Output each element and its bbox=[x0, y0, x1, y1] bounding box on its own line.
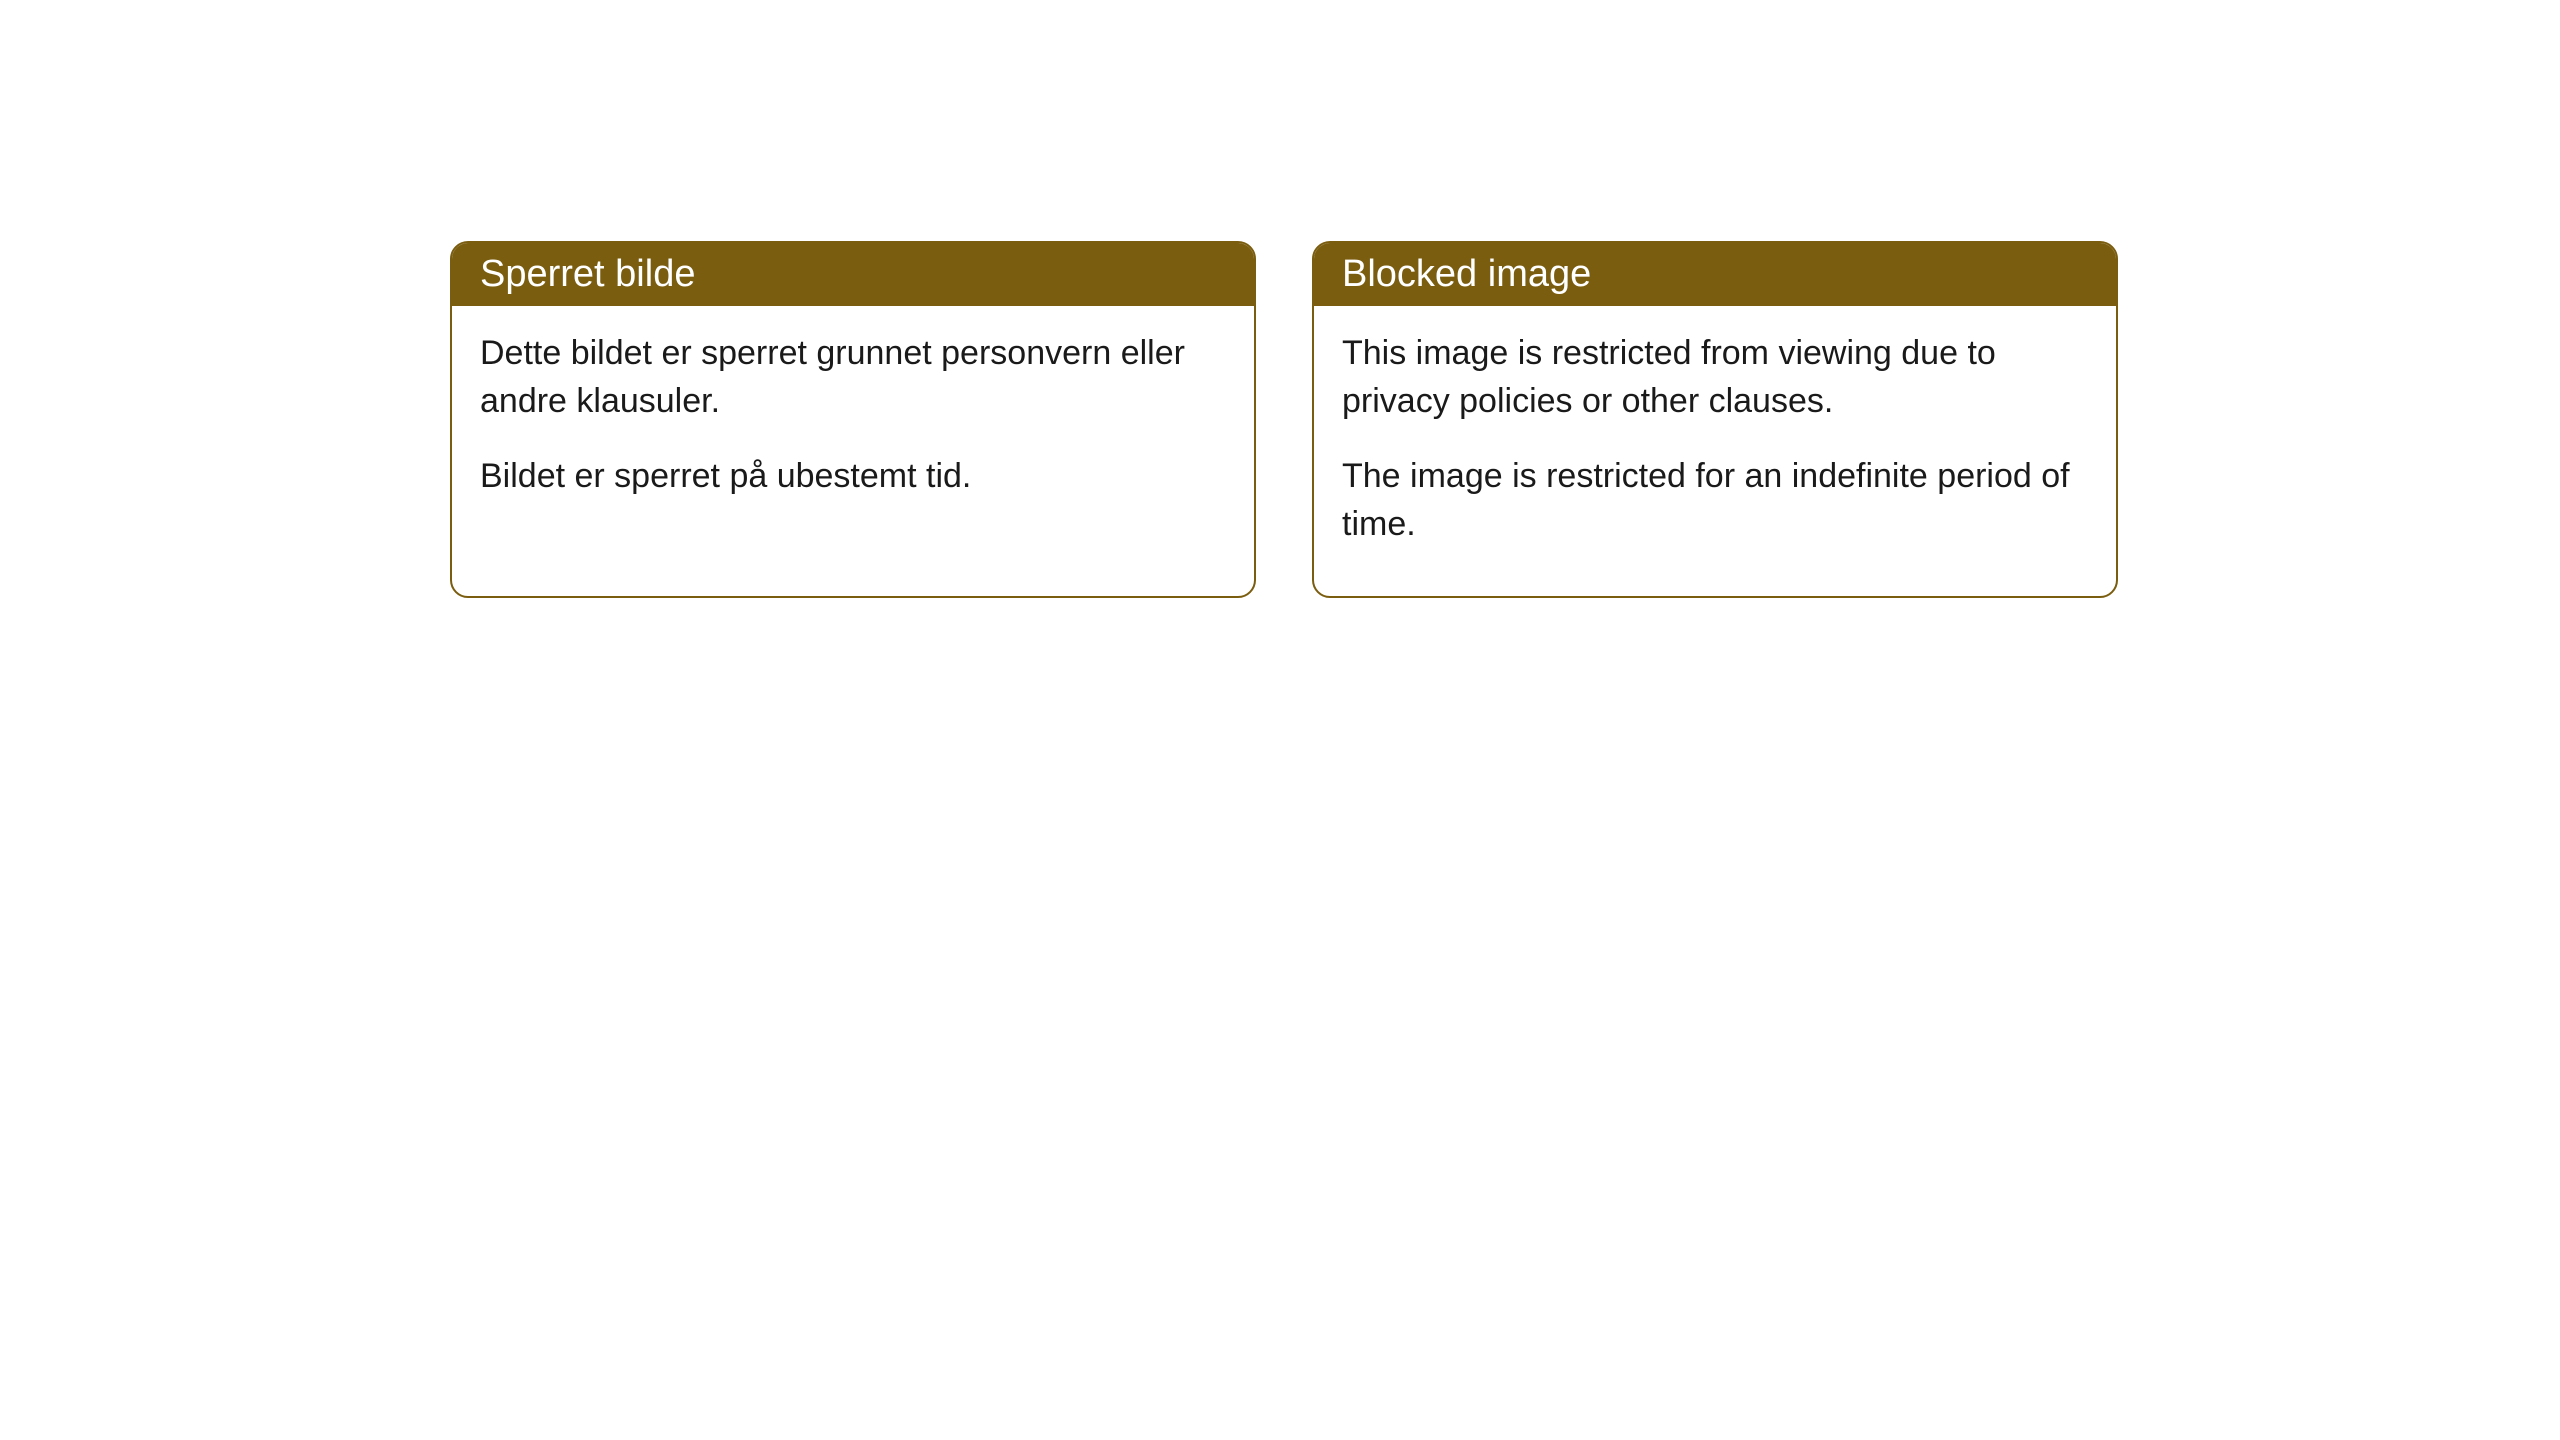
notice-card-norwegian: Sperret bilde Dette bildet er sperret gr… bbox=[450, 241, 1256, 598]
card-body-english: This image is restricted from viewing du… bbox=[1314, 306, 2116, 596]
card-paragraph: The image is restricted for an indefinit… bbox=[1342, 453, 2088, 548]
notice-cards-container: Sperret bilde Dette bildet er sperret gr… bbox=[450, 241, 2118, 598]
notice-card-english: Blocked image This image is restricted f… bbox=[1312, 241, 2118, 598]
card-title: Sperret bilde bbox=[480, 253, 695, 295]
card-header-english: Blocked image bbox=[1314, 243, 2116, 306]
card-paragraph: Bildet er sperret på ubestemt tid. bbox=[480, 453, 1226, 501]
card-title: Blocked image bbox=[1342, 253, 1591, 295]
card-header-norwegian: Sperret bilde bbox=[452, 243, 1254, 306]
card-paragraph: This image is restricted from viewing du… bbox=[1342, 330, 2088, 425]
card-body-norwegian: Dette bildet er sperret grunnet personve… bbox=[452, 306, 1254, 549]
card-paragraph: Dette bildet er sperret grunnet personve… bbox=[480, 330, 1226, 425]
